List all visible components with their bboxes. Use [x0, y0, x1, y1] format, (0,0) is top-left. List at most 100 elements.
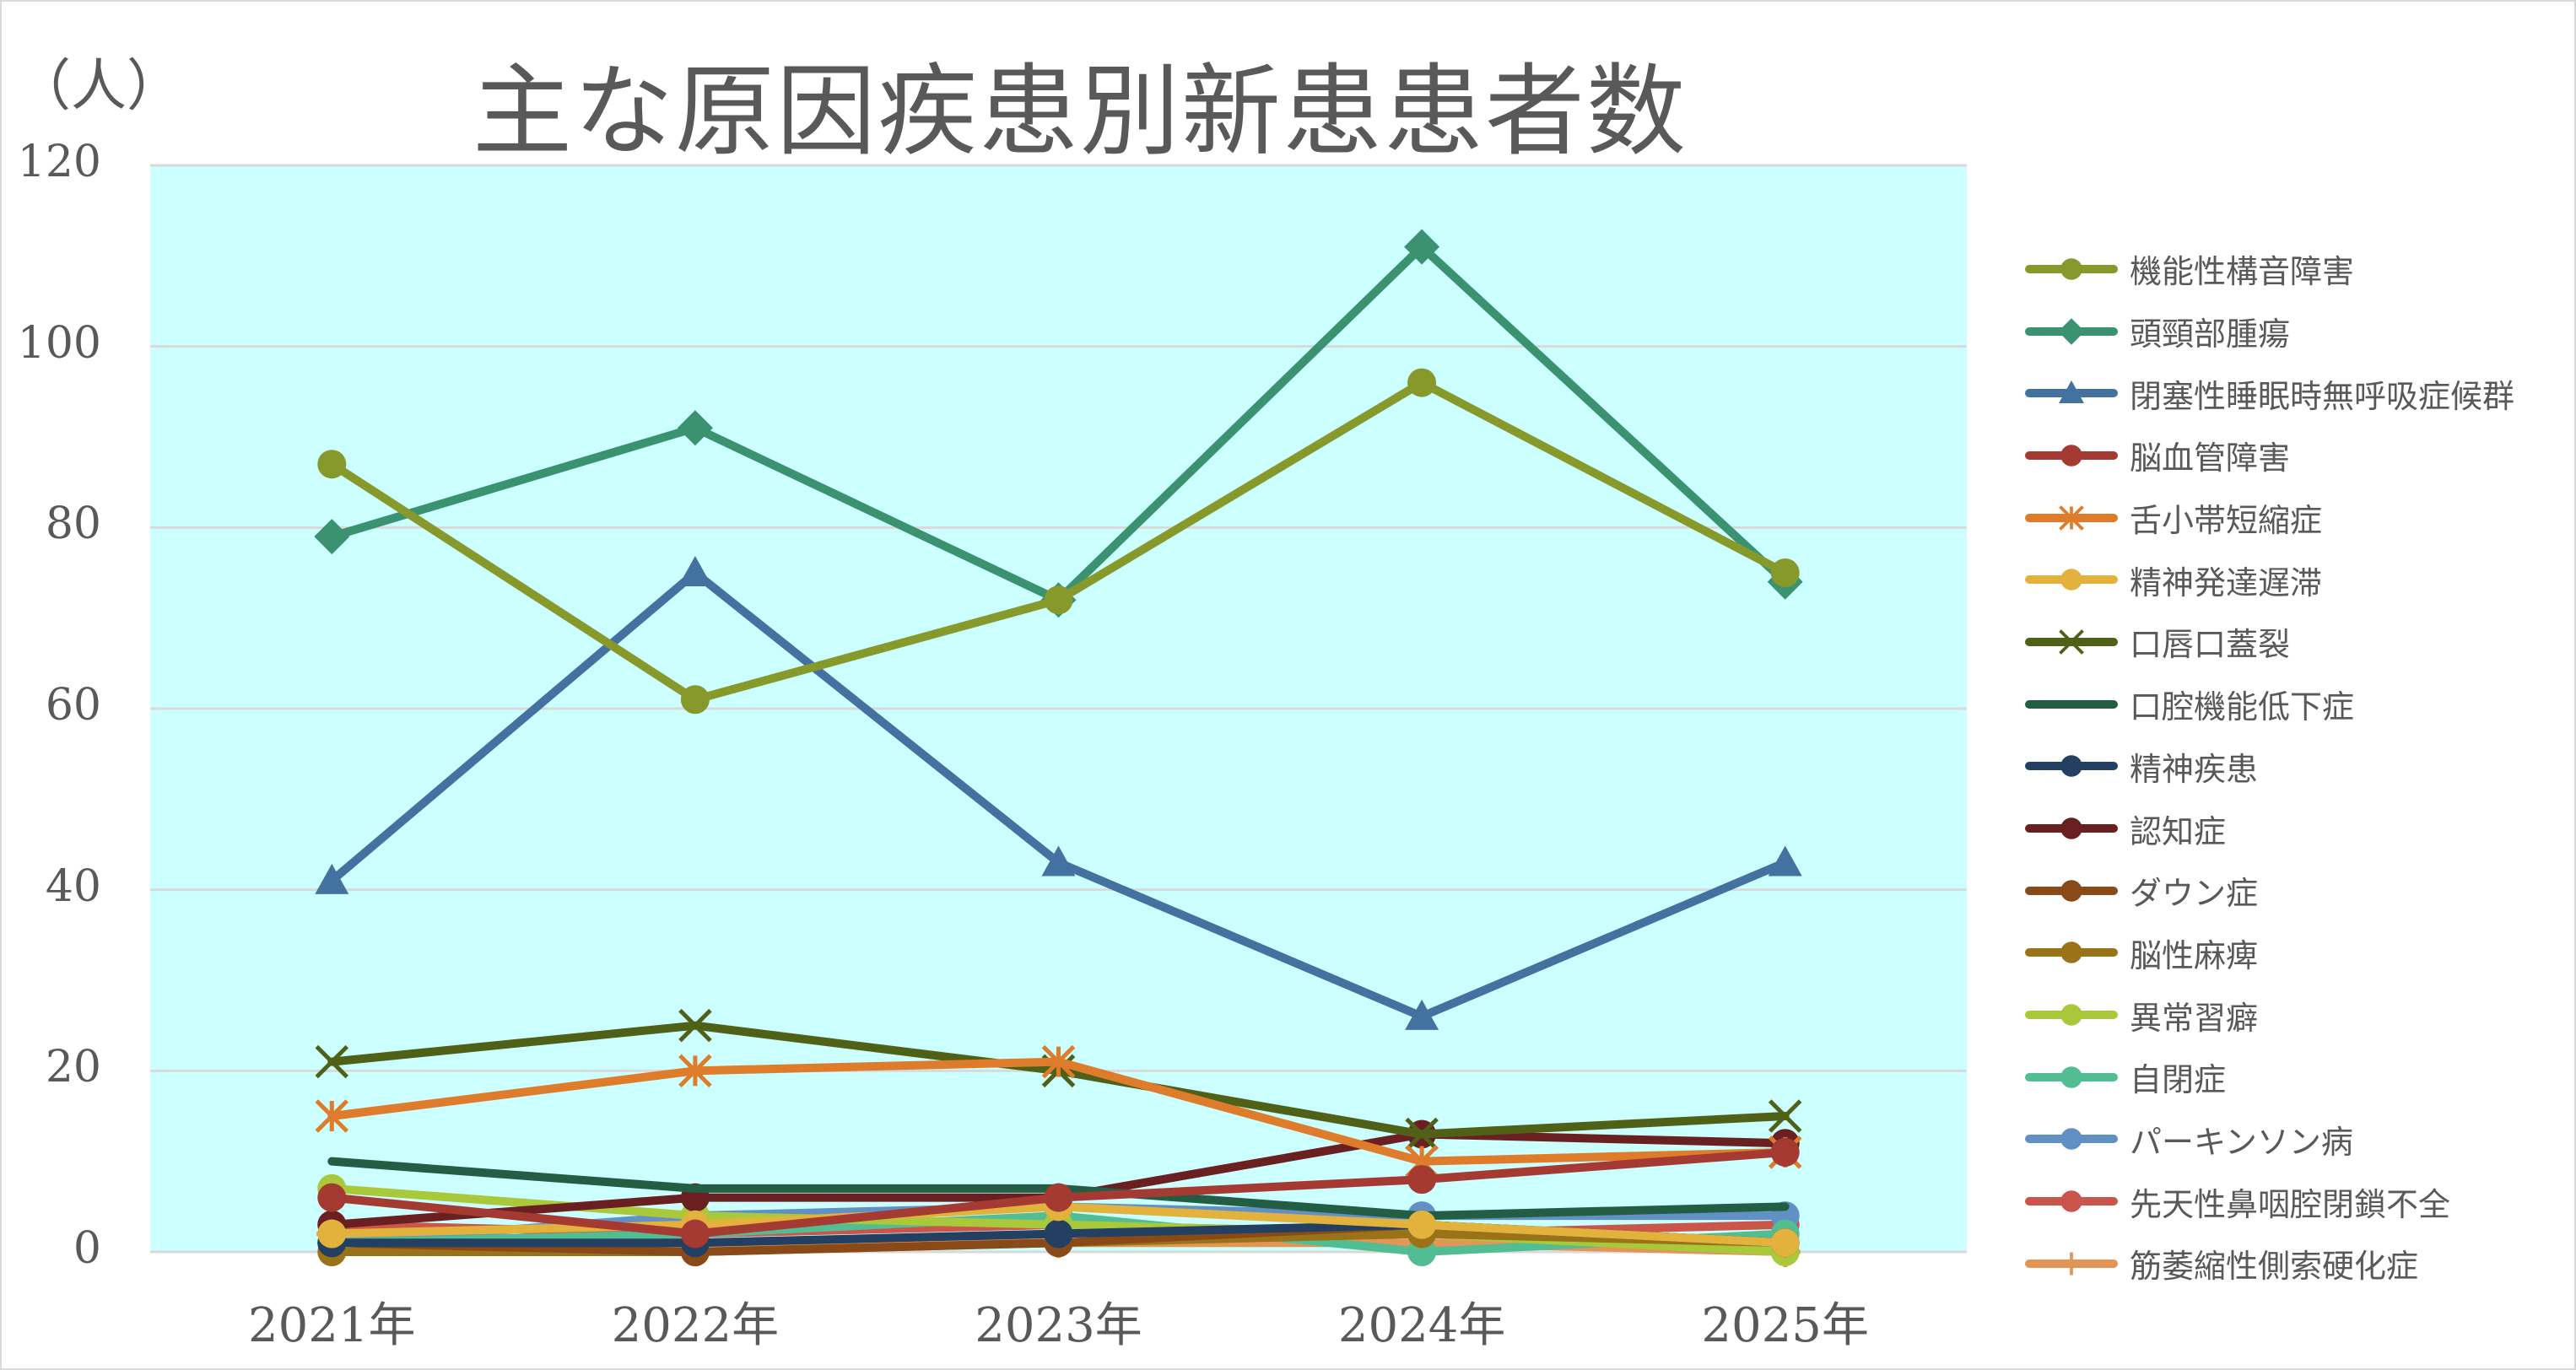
- legend-item: 舌小帯短縮症: [2025, 487, 2514, 549]
- legend-label: 口腔機能低下症: [2130, 688, 2355, 726]
- series-line: [315, 1044, 1802, 1179]
- y-axis-unit-label: （人）: [15, 53, 182, 118]
- legend-swatch-icon: [2025, 879, 2118, 902]
- y-tick-label: 120: [17, 137, 101, 187]
- legend-item: 筋萎縮性側索硬化症: [2025, 1232, 2514, 1295]
- data-point-marker: [1044, 1183, 1073, 1212]
- data-point-marker: [680, 1219, 710, 1249]
- legend-swatch-icon: [2025, 380, 2118, 404]
- legend-item: 精神疾患: [2025, 736, 2514, 798]
- legend-item: 閉塞性睡眠時無呼吸症候群: [2025, 362, 2514, 424]
- data-point-marker: [315, 1099, 349, 1133]
- legend-item: 自閉症: [2025, 1046, 2514, 1108]
- data-point-marker: [2060, 941, 2082, 964]
- legend-label: 精神疾患: [2130, 750, 2259, 788]
- legend-label: 認知症: [2130, 812, 2227, 850]
- data-point-marker: [317, 1183, 347, 1212]
- legend-label: 異常習癖: [2130, 999, 2259, 1037]
- data-point-marker: [1407, 1210, 1437, 1239]
- data-point-marker: [2060, 1004, 2082, 1026]
- legend-label: 舌小帯短縮症: [2130, 502, 2323, 540]
- legend-swatch-icon: [2025, 941, 2118, 964]
- data-point-marker: [678, 1008, 712, 1043]
- data-point-marker: [2060, 817, 2082, 839]
- legend-label: 脳性麻痺: [2130, 936, 2259, 974]
- data-point-marker: [315, 1044, 349, 1079]
- legend-item: 脳性麻痺: [2025, 922, 2514, 984]
- data-point-marker: [1768, 1099, 1802, 1133]
- series-line: [317, 368, 1800, 715]
- data-point-marker: [2060, 1190, 2082, 1212]
- legend-item: 機能性構音障害: [2025, 238, 2514, 300]
- data-point-marker: [2059, 380, 2084, 404]
- data-point-marker: [1770, 558, 1800, 587]
- data-point-marker: [2060, 569, 2082, 591]
- legend-item: 精神発達遅滞: [2025, 548, 2514, 611]
- legend-swatch-icon: [2025, 445, 2118, 467]
- data-point-marker: [1770, 1228, 1800, 1258]
- y-tick-label: 40: [45, 860, 101, 912]
- y-tick-label: 80: [45, 499, 101, 550]
- legend-label: 脳血管障害: [2130, 440, 2291, 477]
- y-tick-label: 60: [45, 680, 101, 731]
- series-line: [315, 1008, 1802, 1152]
- legend-label: 先天性鼻咽腔閉鎖不全: [2130, 1185, 2451, 1223]
- data-point-marker: [2060, 258, 2082, 280]
- data-point-marker: [315, 863, 349, 894]
- legend-item: パーキンソン病: [2025, 1108, 2514, 1171]
- legend-label: 頭頸部腫瘍: [2130, 316, 2291, 353]
- data-point-marker: [317, 1219, 347, 1249]
- data-point-marker: [314, 519, 350, 555]
- data-point-marker: [2058, 317, 2085, 345]
- data-point-marker: [2060, 445, 2082, 467]
- legend-item: 口唇口蓋裂: [2025, 611, 2514, 673]
- x-tick-label: 2025年: [1701, 1298, 1869, 1353]
- y-tick-label: 0: [73, 1223, 101, 1274]
- legend-item: 先天性鼻咽腔閉鎖不全: [2025, 1170, 2514, 1232]
- data-point-marker: [1770, 1137, 1800, 1167]
- data-point-marker: [1041, 845, 1076, 876]
- data-point-marker: [1768, 845, 1802, 876]
- legend-item: 脳血管障害: [2025, 424, 2514, 487]
- data-point-marker: [680, 685, 710, 715]
- legend-label: 口唇口蓋裂: [2130, 626, 2291, 664]
- x-tick-label: 2023年: [975, 1298, 1142, 1353]
- legend-swatch-icon: [2025, 569, 2118, 591]
- data-point-marker: [1041, 1044, 1076, 1079]
- legend-swatch-icon: [2025, 317, 2118, 345]
- series-line: [314, 229, 1803, 618]
- legend-swatch-icon: [2025, 1066, 2118, 1088]
- series-line: [315, 556, 1802, 1030]
- legend-swatch-icon: [2025, 699, 2118, 709]
- data-point-marker: [2060, 1128, 2082, 1151]
- legend-swatch-icon: [2025, 1190, 2118, 1212]
- x-tick-label: 2021年: [248, 1298, 416, 1353]
- data-point-marker: [2059, 504, 2084, 531]
- legend-swatch-icon: [2025, 258, 2118, 280]
- data-point-marker: [1405, 999, 1439, 1030]
- legend-label: ダウン症: [2130, 875, 2259, 913]
- x-tick-label: 2024年: [1337, 1298, 1506, 1353]
- legend: 機能性構音障害頭頸部腫瘍閉塞性睡眠時無呼吸症候群 脳血管障害舌小帯短縮症 精神発達遅…: [2025, 238, 2514, 1295]
- legend-swatch-icon: [2025, 1128, 2118, 1151]
- legend-label: 精神発達遅滞: [2130, 564, 2323, 601]
- data-point-marker: [1407, 1165, 1437, 1195]
- data-point-marker: [2059, 629, 2084, 655]
- data-point-marker: [2060, 879, 2082, 902]
- legend-item: 認知症: [2025, 797, 2514, 860]
- legend-label: 閉塞性睡眠時無呼吸症候群: [2130, 377, 2515, 415]
- legend-item: 頭頸部腫瘍: [2025, 300, 2514, 363]
- legend-swatch-icon: [2025, 504, 2118, 531]
- legend-swatch-icon: [2025, 817, 2118, 839]
- data-point-marker: [1044, 585, 1073, 615]
- series-line: [317, 1137, 1800, 1249]
- y-tick-label: 20: [45, 1042, 101, 1093]
- data-point-marker: [317, 450, 347, 479]
- legend-swatch-icon: [2025, 1004, 2118, 1026]
- legend-swatch-icon: [2025, 1252, 2118, 1276]
- legend-item: ダウン症: [2025, 860, 2514, 922]
- data-point-marker: [2060, 1066, 2082, 1088]
- x-tick-label: 2022年: [611, 1298, 780, 1353]
